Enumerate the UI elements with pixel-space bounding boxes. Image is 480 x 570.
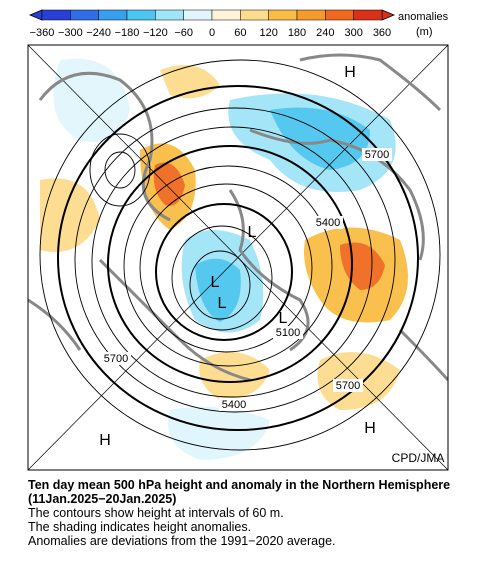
colorbar-tick-label: 120	[259, 27, 277, 39]
caption-title: Ten day mean 500 hPa height and anomaly …	[28, 478, 451, 506]
colorbar-tick-label: 60	[234, 27, 246, 39]
colorbar-segment	[268, 9, 298, 21]
contour-label: 5400	[316, 217, 340, 229]
colorbar-segment	[41, 9, 71, 21]
contour-label-bg	[219, 398, 249, 411]
low-label: L	[279, 310, 288, 327]
caption-line: Anomalies are deviations from the 1991−2…	[28, 534, 336, 548]
colorbar-segment	[211, 9, 241, 21]
map-frame	[27, 44, 449, 471]
high-label: H	[99, 432, 111, 449]
colorbar-tick-label: 240	[316, 27, 334, 39]
high-label: H	[344, 64, 356, 81]
colorbar-tick-label: −240	[86, 27, 111, 39]
contour-label: 5100	[276, 327, 300, 339]
colorbar-unit: (m)	[416, 26, 433, 38]
colorbar-segment	[126, 9, 156, 21]
colorbar-tick-label: −60	[174, 27, 193, 39]
colorbar-tick-label: 180	[288, 27, 306, 39]
caption-line: The shading indicates height anomalies.	[28, 520, 252, 534]
colorbar-segment	[155, 9, 184, 21]
contour-label-bg	[101, 352, 131, 365]
colorbar-tick-label: 300	[344, 27, 362, 39]
caption: Ten day mean 500 hPa height and anomaly …	[28, 478, 468, 548]
figure: −360 −300 −240 −180 −120 −60 0 60 120 180 240 300 36…	[27, 9, 449, 471]
credit: CPD/JMA	[392, 451, 445, 465]
colorbar-tick-label: −360	[30, 27, 55, 39]
colorbar-segment	[296, 9, 326, 21]
low-label: L	[211, 274, 220, 291]
colorbar-tick-label: 360	[373, 27, 391, 39]
colorbar-tick-label: −120	[143, 27, 168, 39]
colorbar-segment	[70, 9, 99, 21]
colorbar-tick-label: −180	[115, 27, 140, 39]
colorbar-segment	[240, 9, 269, 21]
colorbar-arrow	[28, 9, 43, 21]
contour-label: 5700	[104, 353, 128, 365]
contour-label: 5400	[222, 399, 246, 411]
colorbar-arrow	[381, 9, 396, 21]
colorbar-title: anomalies	[398, 11, 449, 23]
high-label: H	[364, 420, 376, 437]
colorbar-tick-label: −300	[58, 27, 83, 39]
caption-line: The contours show height at intervals of…	[28, 506, 284, 520]
colorbar-segment	[353, 9, 383, 21]
colorbar: −360 −300 −240 −180 −120 −60 0 60 120 180 240 300 36…	[28, 9, 396, 39]
contour-label: 5700	[336, 380, 360, 392]
contour-label-bg	[362, 148, 392, 161]
contour-label-bg	[333, 379, 363, 392]
contour-label-bg	[313, 216, 343, 229]
low-label: L	[218, 295, 227, 312]
low-label: L	[248, 224, 257, 241]
colorbar-segment	[183, 9, 213, 21]
contour-label-bg	[273, 326, 303, 339]
contour-label: 5700	[365, 149, 389, 161]
colorbar-tick-label: 0	[209, 27, 215, 39]
colorbar-segment	[98, 9, 128, 21]
colorbar-segment	[325, 9, 354, 21]
